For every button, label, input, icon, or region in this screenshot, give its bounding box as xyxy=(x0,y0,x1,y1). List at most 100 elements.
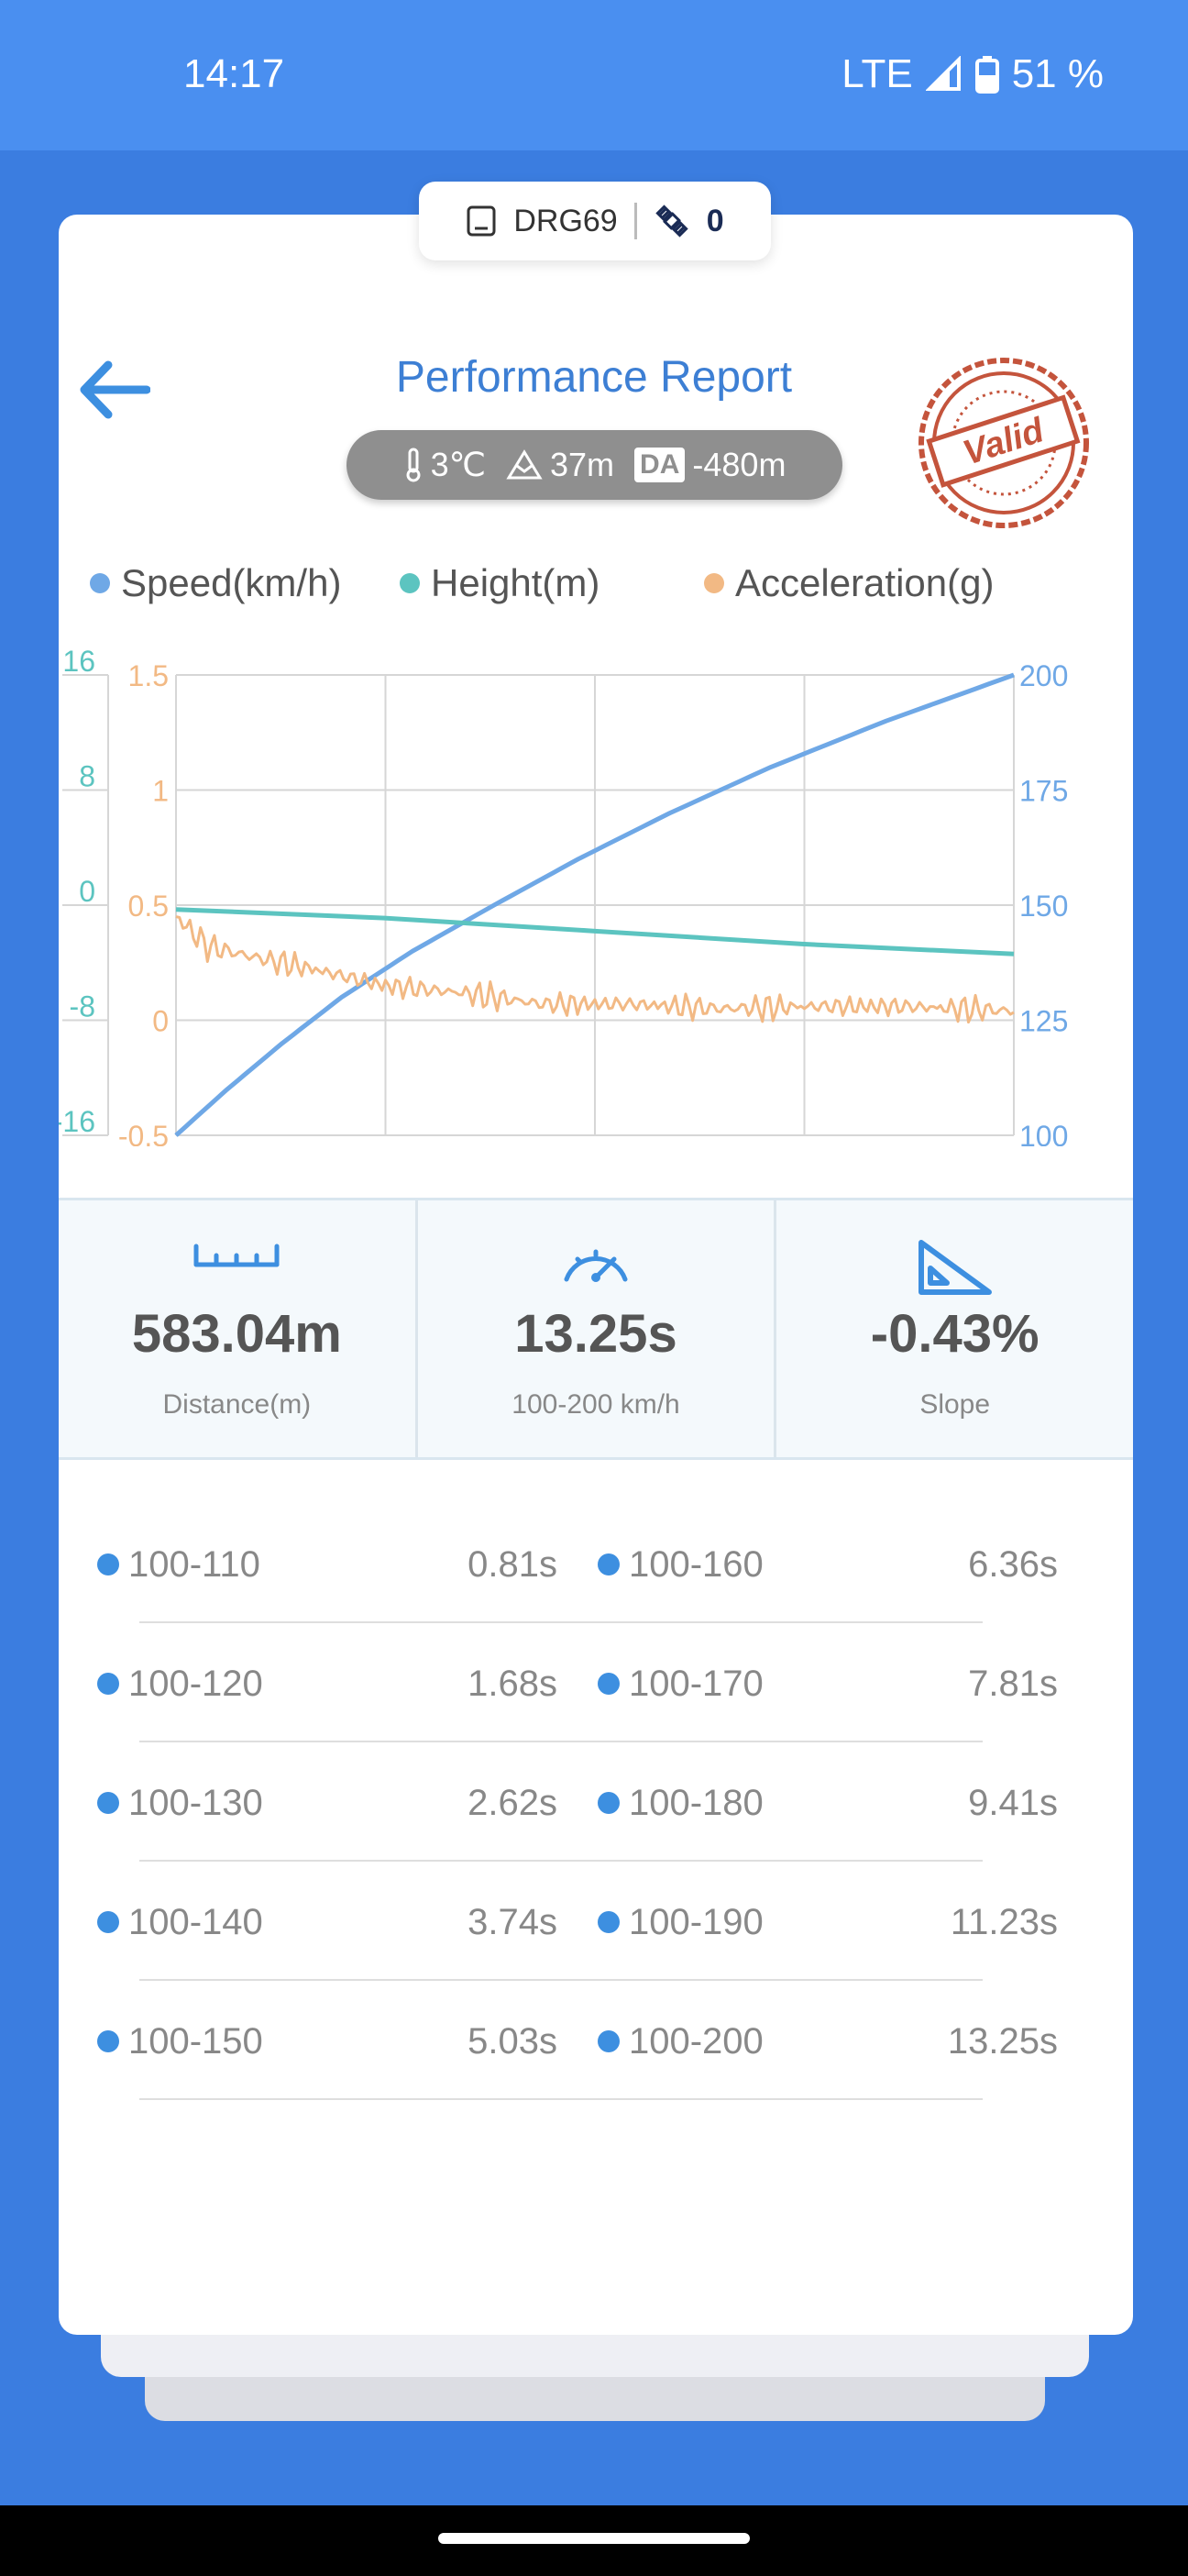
altitude: 37m xyxy=(506,446,614,484)
chart-legend: Speed(km/h) Height(m) Acceleration(g) xyxy=(90,561,1098,616)
bullet-dot xyxy=(598,1792,620,1814)
bullet-dot xyxy=(97,1553,119,1575)
split-range-label: 100-130 xyxy=(128,1782,263,1823)
split-range-label: 100-110 xyxy=(128,1543,260,1585)
split-range: 100-140 xyxy=(97,1896,263,1948)
thermometer-icon xyxy=(406,448,421,482)
split-range-label: 100-200 xyxy=(629,2020,764,2062)
acceleration-tick-label: 0 xyxy=(152,1005,169,1038)
split-range-label: 100-160 xyxy=(629,1543,764,1585)
network-type: LTE xyxy=(842,51,913,96)
legend-speed: Speed(km/h) xyxy=(90,561,341,605)
height-tick-label: 16 xyxy=(62,645,95,678)
legend-height-dot xyxy=(400,573,420,593)
da-badge: DA xyxy=(634,448,686,482)
split-row: 100-120 1.68s 100-170 7.81s xyxy=(59,1623,1133,1742)
row-divider xyxy=(139,1621,983,1623)
split-time: 3.74s xyxy=(468,1902,557,1942)
status-indicators: LTE 51 % xyxy=(842,51,1104,97)
speed-tick-label: 175 xyxy=(1019,775,1068,808)
split-range-label: 100-180 xyxy=(629,1782,764,1823)
speed-tick-label: 150 xyxy=(1019,890,1068,923)
split-range: 100-190 xyxy=(598,1896,764,1948)
signal-icon xyxy=(925,56,961,91)
height-tick-label: -16 xyxy=(59,1105,95,1138)
legend-speed-label: Speed(km/h) xyxy=(121,561,342,604)
stat-slope: -0.43% Slope xyxy=(774,1200,1133,1457)
height-tick-label: 0 xyxy=(79,875,95,908)
altitude-value: 37m xyxy=(550,446,615,483)
split-row: 100-110 0.81s 100-160 6.36s xyxy=(59,1504,1133,1623)
speed-tick-label: 200 xyxy=(1019,659,1068,692)
split-range: 100-170 xyxy=(598,1658,764,1709)
split-range-label: 100-120 xyxy=(128,1663,263,1704)
row-divider xyxy=(139,1741,983,1742)
speed-tick-label: 100 xyxy=(1019,1120,1068,1146)
split-range-label: 100-140 xyxy=(128,1901,263,1942)
legend-acceleration: Acceleration(g) xyxy=(704,561,994,605)
bullet-dot xyxy=(598,2030,620,2052)
acceleration-series-line xyxy=(175,915,1015,1024)
split-time: 13.25s xyxy=(947,2021,1058,2062)
home-gesture-handle[interactable] xyxy=(438,2533,750,2544)
acceleration-tick-label: 1 xyxy=(152,775,169,808)
legend-acceleration-label: Acceleration(g) xyxy=(735,561,995,604)
legend-speed-dot xyxy=(90,573,110,593)
split-range-label: 100-190 xyxy=(629,1901,764,1942)
split-time: 9.41s xyxy=(968,1783,1058,1823)
split-time: 6.36s xyxy=(968,1544,1058,1585)
row-divider xyxy=(139,2098,983,2100)
split-range: 100-130 xyxy=(97,1777,263,1829)
split-range-label: 100-150 xyxy=(128,2020,263,2062)
status-bar: 14:17 LTE 51 % xyxy=(0,0,1188,150)
split-row: 100-150 5.03s 100-200 13.25s xyxy=(59,1981,1133,2100)
acceleration-tick-label: 0.5 xyxy=(128,890,169,923)
ruler-icon xyxy=(193,1244,280,1267)
row-divider xyxy=(139,1979,983,1981)
temperature: 3℃ xyxy=(403,446,486,484)
split-range: 100-150 xyxy=(97,2016,263,2067)
time-value: 13.25s xyxy=(514,1304,677,1364)
device-name: DRG69 xyxy=(513,203,618,238)
split-row: 100-130 2.62s 100-180 9.41s xyxy=(59,1742,1133,1862)
bullet-dot xyxy=(97,1911,119,1933)
split-range: 100-160 xyxy=(598,1539,764,1590)
height-series-line xyxy=(175,907,1015,956)
legend-height: Height(m) xyxy=(400,561,600,605)
legend-height-label: Height(m) xyxy=(431,561,600,604)
valid-stamp-icon: Valid xyxy=(918,358,1089,528)
split-time: 1.68s xyxy=(468,1664,557,1704)
split-time: 5.03s xyxy=(468,2021,557,2062)
height-tick-label: 8 xyxy=(79,760,95,793)
bullet-dot xyxy=(598,1553,620,1575)
satellite-icon xyxy=(655,205,688,238)
split-range: 100-180 xyxy=(598,1777,764,1829)
split-range: 100-110 xyxy=(97,1539,260,1590)
time-label: 100-200 km/h xyxy=(512,1389,680,1420)
acceleration-tick-label: -0.5 xyxy=(118,1120,169,1146)
battery-icon xyxy=(974,56,999,94)
bullet-dot xyxy=(598,1673,620,1695)
bullet-dot xyxy=(97,1673,119,1695)
split-range: 100-200 xyxy=(598,2016,764,2067)
split-range: 100-120 xyxy=(97,1658,263,1709)
battery-percent: 51 % xyxy=(1011,51,1104,96)
slope-value: -0.43% xyxy=(870,1304,1040,1364)
split-row: 100-140 3.74s 100-190 11.23s xyxy=(59,1862,1133,1981)
distance-label: Distance(m) xyxy=(162,1389,312,1420)
split-times-list: 100-110 0.81s 100-160 6.36s 100-120 1.68… xyxy=(59,1504,1133,2100)
conditions-pill: 3℃ 37m DA -480m xyxy=(346,430,842,500)
stat-time: 13.25s 100-200 km/h xyxy=(414,1200,775,1457)
legend-acceleration-dot xyxy=(704,573,724,593)
speed-series-line xyxy=(174,672,1015,1137)
bullet-dot xyxy=(598,1911,620,1933)
bullet-dot xyxy=(97,1792,119,1814)
mountain-icon xyxy=(506,449,543,480)
back-arrow-icon[interactable] xyxy=(77,359,150,420)
slope-icon xyxy=(918,1240,992,1295)
distance-value: 583.04m xyxy=(131,1304,342,1364)
split-time: 2.62s xyxy=(468,1783,557,1823)
slope-label: Slope xyxy=(919,1389,991,1420)
device-pill[interactable]: DRG69 0 xyxy=(419,182,771,260)
stats-row: 583.04m Distance(m) 13.25s 100-200 km/h … xyxy=(59,1198,1133,1460)
